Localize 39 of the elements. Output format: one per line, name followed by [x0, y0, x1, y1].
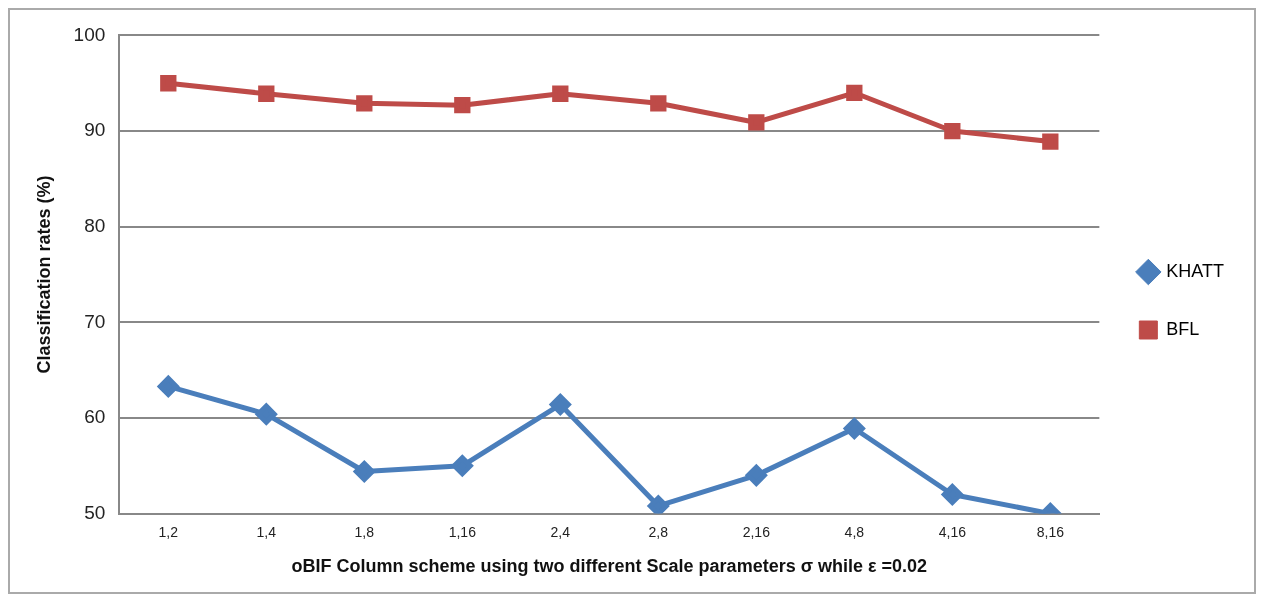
y-tick-label: 90 — [84, 119, 106, 141]
x-tick-label: 1,2 — [158, 523, 179, 540]
x-tick-label: 1,4 — [256, 523, 277, 540]
y-tick-label: 50 — [84, 501, 106, 523]
point — [356, 95, 373, 112]
point — [552, 85, 569, 102]
point — [944, 122, 961, 140]
point — [258, 85, 275, 102]
point — [454, 97, 471, 114]
x-tick-label: 2,16 — [742, 523, 771, 540]
y-tick-label: 100 — [73, 23, 106, 45]
legend-label: BFL — [1166, 318, 1200, 339]
x-tick-label: 2,8 — [648, 523, 669, 540]
x-tick-label: 1,8 — [354, 523, 375, 540]
x-tick-label: 8,16 — [1036, 523, 1065, 540]
point — [1042, 133, 1059, 150]
point — [745, 464, 767, 486]
point — [941, 483, 963, 505]
y-axis-title: Classification rates (%) — [33, 175, 54, 374]
point — [549, 394, 571, 416]
legend-label: KHATT — [1166, 260, 1225, 281]
point — [353, 461, 375, 483]
point — [451, 455, 473, 477]
point — [647, 495, 669, 514]
x-tick-label: 1,16 — [448, 523, 477, 540]
point — [748, 114, 765, 131]
point — [650, 95, 667, 112]
point — [157, 375, 179, 397]
point — [255, 403, 277, 425]
y-tick-label: 70 — [84, 310, 106, 332]
y-tick-label: 80 — [84, 214, 106, 236]
x-tick-label: 4,8 — [844, 523, 865, 540]
x-tick-label: 4,16 — [938, 523, 967, 540]
x-tick-label: 2,4 — [550, 523, 571, 540]
point — [160, 75, 177, 92]
x-axis-title: oBIF Column scheme using two different Scale parameters σ while ε =0.02 — [291, 556, 928, 577]
point — [843, 417, 865, 439]
point — [846, 84, 863, 101]
y-tick-label: 60 — [84, 406, 106, 428]
